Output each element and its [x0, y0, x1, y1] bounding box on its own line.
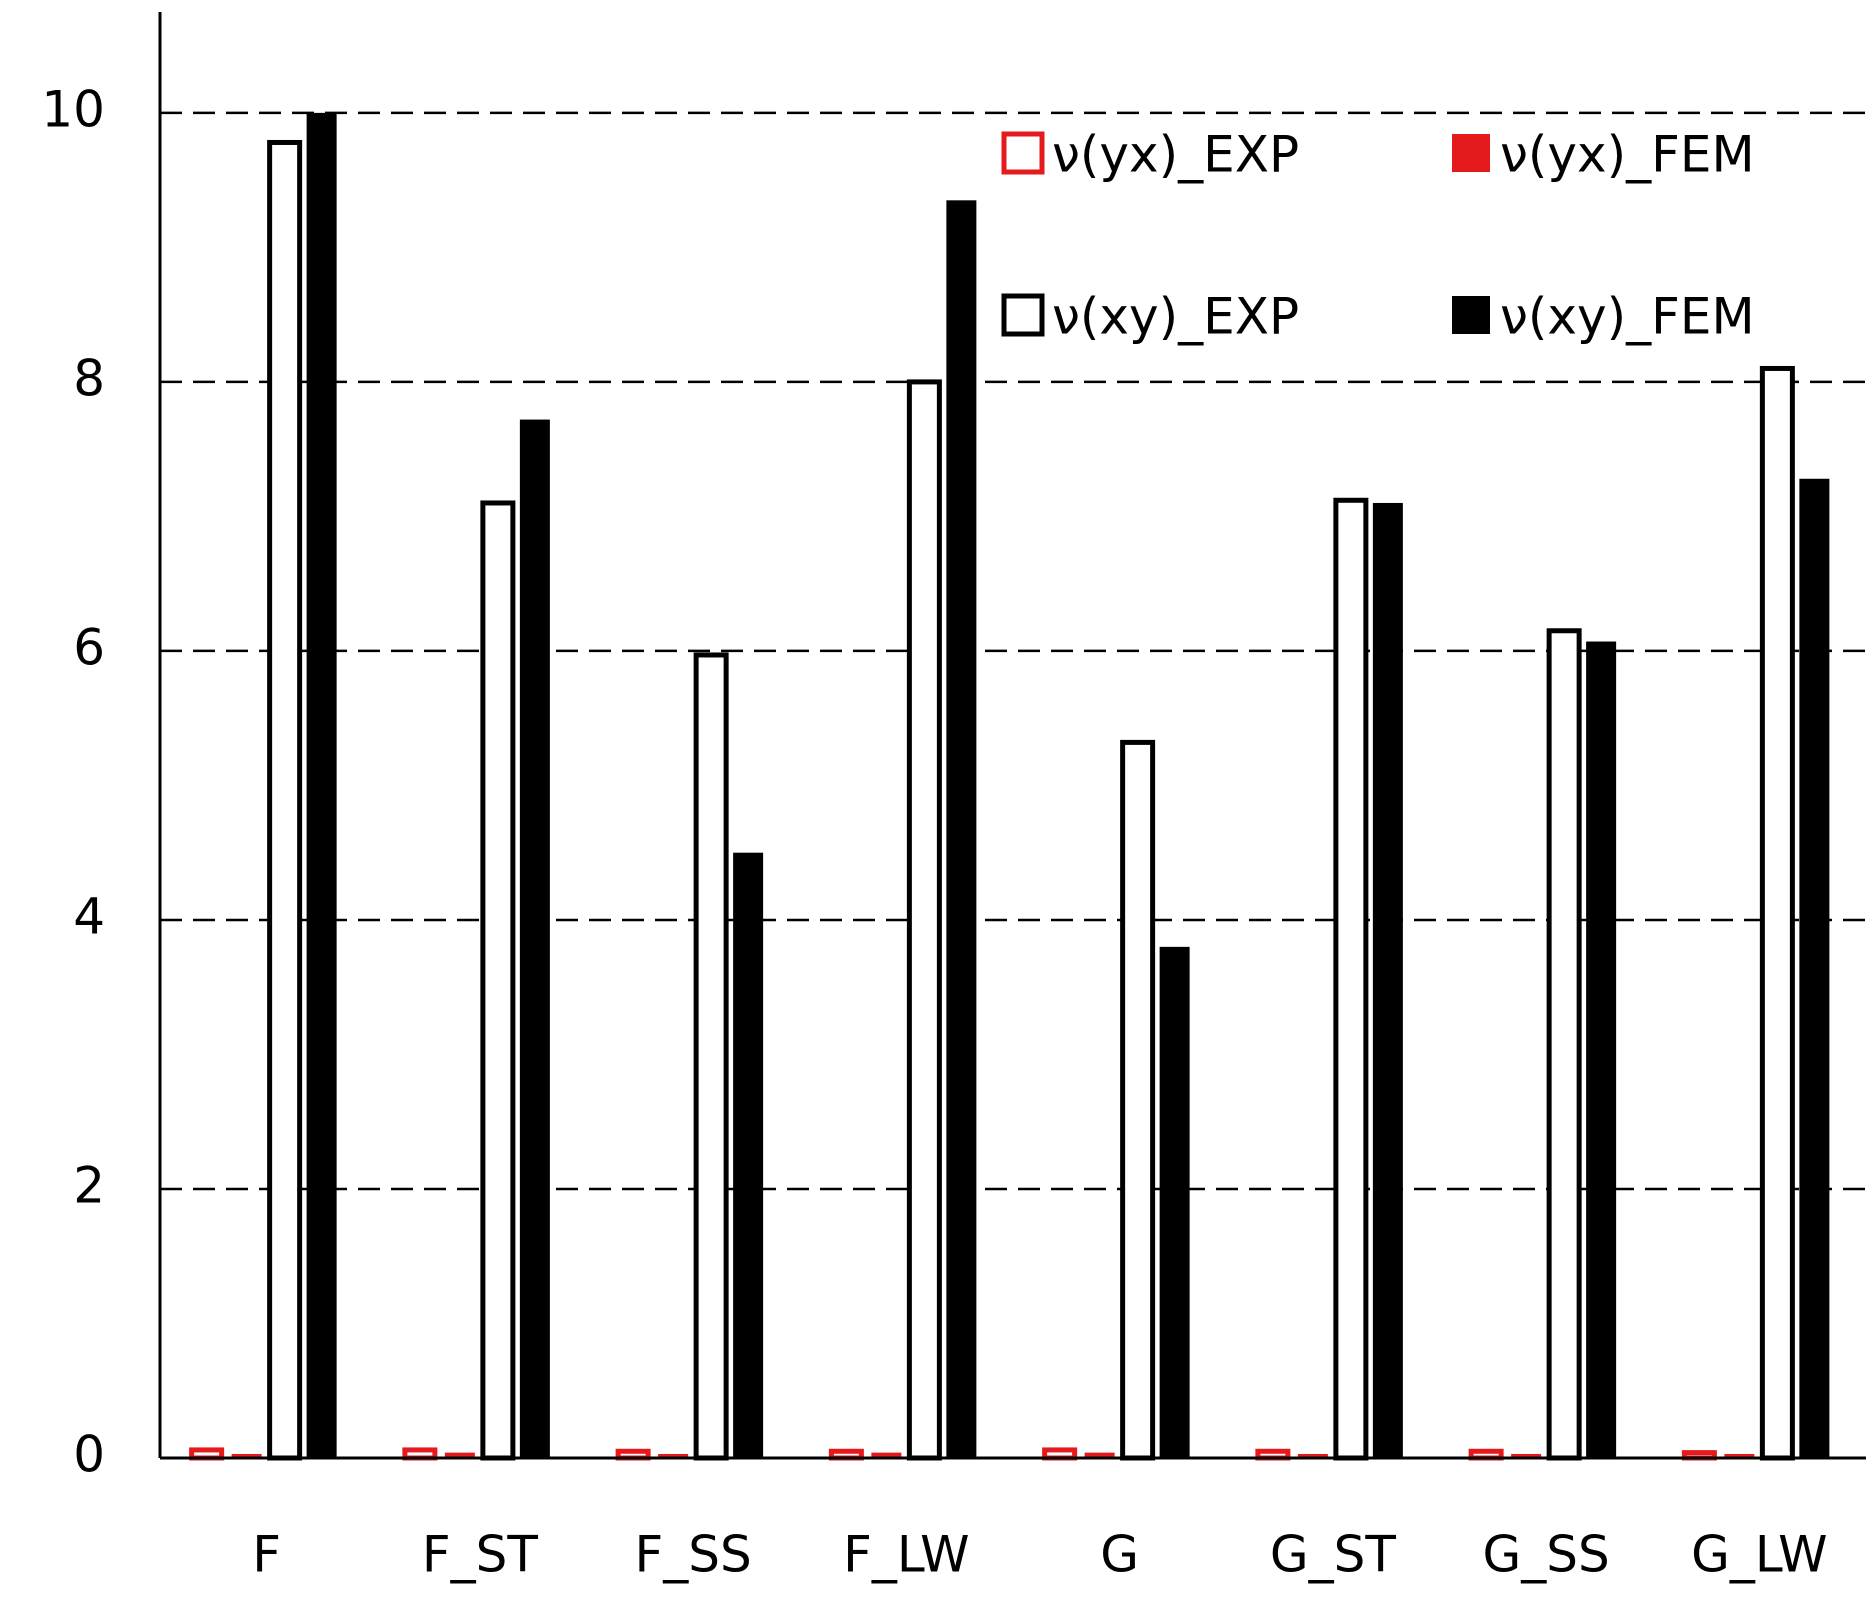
x-tick-label: F_ST [422, 1526, 538, 1584]
bar [1511, 1453, 1542, 1458]
legend-label: ν(yx)_EXP [1052, 126, 1299, 184]
bar [231, 1453, 262, 1458]
bar [1333, 497, 1369, 1461]
bar [444, 1452, 475, 1458]
bar [1759, 365, 1795, 1461]
legend-marker [1452, 134, 1490, 172]
x-tick-label: F_LW [843, 1526, 969, 1584]
bar [1159, 946, 1190, 1458]
x-tick-label: G_LW [1691, 1526, 1827, 1584]
bar [1724, 1453, 1755, 1458]
bar [1586, 641, 1617, 1458]
legend-label: ν(xy)_FEM [1500, 288, 1755, 346]
bar [693, 652, 729, 1461]
x-tick-label: F [252, 1526, 281, 1584]
bar [906, 379, 942, 1461]
y-tick-label: 0 [73, 1426, 105, 1484]
bar [306, 112, 337, 1459]
x-tick-label: G_ST [1270, 1526, 1396, 1584]
y-tick-label: 8 [73, 349, 105, 407]
bar [1372, 502, 1403, 1459]
legend-label: ν(yx)_FEM [1500, 126, 1755, 184]
y-tick-label: 6 [73, 618, 105, 676]
x-tick-label: G [1100, 1526, 1139, 1584]
bar [658, 1453, 689, 1458]
x-tick-label: F_SS [635, 1526, 752, 1584]
bar [871, 1452, 902, 1458]
y-tick-label: 10 [41, 80, 105, 138]
bar [519, 419, 550, 1459]
y-tick-label: 4 [73, 887, 105, 945]
legend-label: ν(xy)_EXP [1052, 288, 1299, 346]
bar [1120, 739, 1156, 1461]
y-tick-label: 2 [73, 1156, 105, 1214]
bar [1297, 1453, 1328, 1458]
x-tick-label: G_SS [1483, 1526, 1610, 1584]
bar [1084, 1452, 1115, 1458]
bar [267, 139, 303, 1461]
bar [733, 852, 764, 1458]
bar [1799, 478, 1830, 1458]
bar [1546, 628, 1582, 1461]
bar [946, 200, 977, 1458]
legend-marker [1452, 296, 1490, 334]
legend-marker [1001, 293, 1045, 337]
bar [480, 500, 516, 1461]
legend-marker [1001, 131, 1045, 175]
